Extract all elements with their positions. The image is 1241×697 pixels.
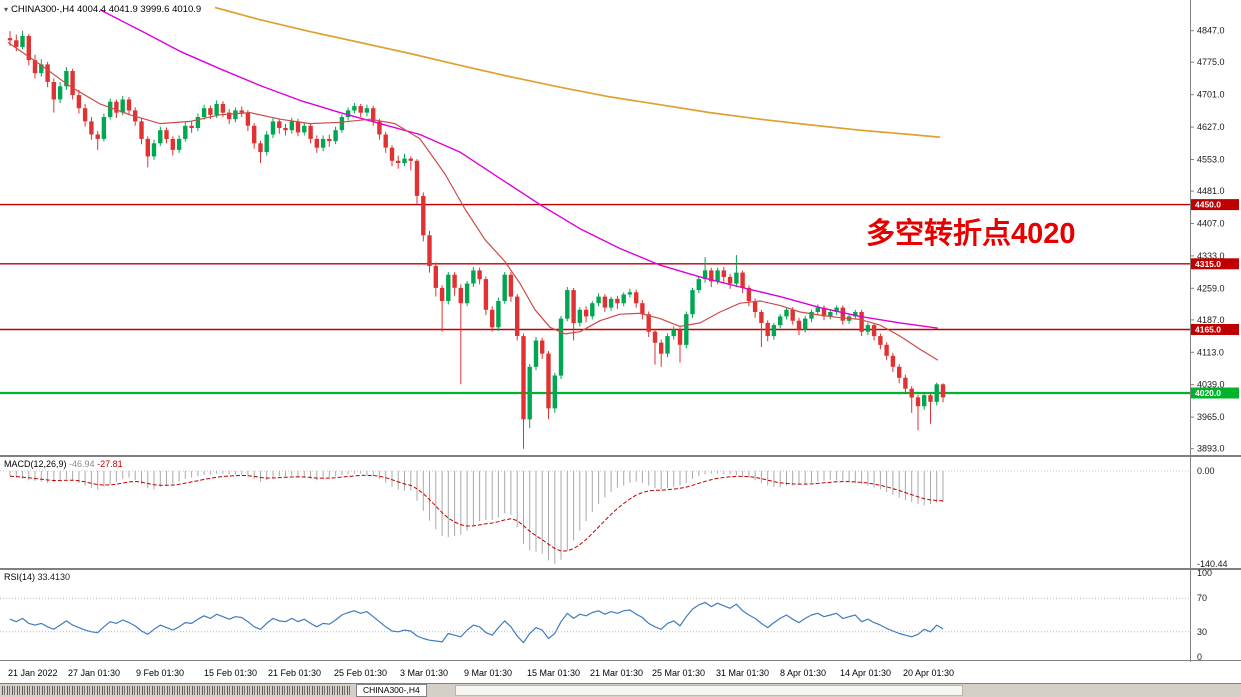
svg-text:4315.0: 4315.0 bbox=[1195, 259, 1221, 269]
ma-slow-line bbox=[99, 9, 939, 329]
svg-text:4701.0: 4701.0 bbox=[1197, 90, 1225, 100]
collapse-arrow-icon[interactable]: ▾ bbox=[4, 5, 9, 14]
macd-name: MACD(12,26,9) bbox=[4, 459, 67, 469]
svg-text:4847.0: 4847.0 bbox=[1197, 26, 1225, 36]
rsi-line bbox=[9, 601, 944, 644]
time-axis-label: 9 Feb 01:30 bbox=[136, 668, 185, 678]
macd-indicator-label: MACD(12,26,9) -46.94 -27.81 bbox=[4, 459, 123, 469]
horizontal-scrollbar-thumb[interactable] bbox=[455, 685, 963, 696]
svg-text:4775.0: 4775.0 bbox=[1197, 57, 1225, 67]
time-axis-label: 21 Feb 01:30 bbox=[268, 668, 322, 678]
background-tabs-cluster[interactable] bbox=[2, 686, 352, 695]
time-axis-label: 15 Feb 01:30 bbox=[204, 668, 258, 678]
macd-signal-line bbox=[9, 474, 944, 552]
svg-text:70: 70 bbox=[1197, 593, 1207, 603]
svg-text:0.00: 0.00 bbox=[1197, 466, 1215, 476]
svg-text:-140.44: -140.44 bbox=[1197, 559, 1228, 569]
svg-text:30: 30 bbox=[1197, 627, 1207, 637]
ma-fast-line bbox=[7, 42, 939, 361]
rsi-name: RSI(14) bbox=[4, 572, 36, 582]
rsi-value: 33.4130 bbox=[37, 572, 71, 582]
chart-ohlc-values: 4004.4 4041.9 3999.6 4010.9 bbox=[77, 4, 202, 15]
macd-panel-canvas[interactable]: 0.00 -140.44 bbox=[0, 456, 1241, 569]
svg-text:4165.0: 4165.0 bbox=[1195, 325, 1221, 335]
chart-ohlc-readout: ▾ CHINA300-,H4 4004.4 4041.9 3999.6 4010.… bbox=[4, 4, 201, 15]
time-axis[interactable]: 21 Jan 2022 27 Jan 01:30 9 Feb 01:30 15 Feb… bbox=[0, 662, 1241, 683]
ma-long-line bbox=[214, 6, 941, 139]
svg-text:0: 0 bbox=[1197, 652, 1202, 662]
time-axis-label: 14 Apr 01:30 bbox=[840, 668, 892, 678]
time-axis-label: 21 Jan 2022 bbox=[8, 668, 58, 678]
tab-china300-h4[interactable]: CHINA300-,H4 bbox=[356, 684, 427, 697]
svg-text:4407.0: 4407.0 bbox=[1197, 219, 1225, 229]
time-axis-label: 25 Feb 01:30 bbox=[334, 668, 388, 678]
svg-text:4113.0: 4113.0 bbox=[1197, 347, 1224, 357]
price-level-tag bbox=[1191, 199, 1239, 211]
time-axis-label: 20 Apr 01:30 bbox=[903, 668, 955, 678]
price-chart-canvas[interactable]: 4847.0 4775.0 4701.0 4627.0 4553.0 4481.0 4407… bbox=[0, 0, 1241, 456]
svg-text:4020.0: 4020.0 bbox=[1195, 388, 1221, 398]
svg-text:4187.0: 4187.0 bbox=[1197, 315, 1225, 325]
svg-text:4553.0: 4553.0 bbox=[1197, 155, 1225, 165]
time-axis-label: 25 Mar 01:30 bbox=[652, 668, 706, 678]
candlesticks bbox=[7, 30, 946, 449]
time-axis-label: 3 Mar 01:30 bbox=[400, 668, 449, 678]
time-axis-label: 31 Mar 01:30 bbox=[716, 668, 770, 678]
window-tab-bar: CHINA300-,H4 bbox=[0, 683, 1241, 697]
rsi-panel-canvas[interactable]: 100 70 30 0 bbox=[0, 569, 1241, 662]
price-level-tag bbox=[1191, 324, 1239, 335]
horizontal-levels[interactable] bbox=[0, 203, 1190, 395]
chart-symbol-period: CHINA300-,H4 bbox=[11, 4, 75, 15]
time-axis-label: 15 Mar 01:30 bbox=[527, 668, 581, 678]
svg-text:3965.0: 3965.0 bbox=[1197, 412, 1225, 422]
price-axis[interactable] bbox=[1190, 0, 1241, 662]
time-axis-label: 21 Mar 01:30 bbox=[590, 668, 644, 678]
svg-text:4039.0: 4039.0 bbox=[1197, 380, 1225, 390]
time-axis-label: 9 Mar 01:30 bbox=[464, 668, 513, 678]
svg-text:3893.0: 3893.0 bbox=[1197, 444, 1225, 454]
price-level-tag bbox=[1191, 387, 1239, 399]
trend-annotation-text[interactable]: 多空转折点4020 bbox=[866, 218, 1076, 250]
macd-main-value: -46.94 bbox=[69, 459, 95, 469]
macd-histogram bbox=[9, 471, 944, 564]
svg-text:4627.0: 4627.0 bbox=[1197, 122, 1225, 132]
svg-text:100: 100 bbox=[1197, 569, 1212, 578]
time-axis-label: 27 Jan 01:30 bbox=[68, 668, 121, 678]
price-level-tag bbox=[1191, 258, 1239, 270]
svg-text:4333.0: 4333.0 bbox=[1197, 251, 1225, 261]
svg-text:4259.0: 4259.0 bbox=[1197, 283, 1225, 293]
svg-text:4481.0: 4481.0 bbox=[1197, 186, 1225, 196]
time-axis-label: 8 Apr 01:30 bbox=[780, 668, 827, 678]
macd-signal-value: -27.81 bbox=[97, 459, 123, 469]
svg-text:4450.0: 4450.0 bbox=[1195, 200, 1221, 210]
rsi-indicator-label: RSI(14) 33.4130 bbox=[4, 572, 70, 582]
price-axis-scale[interactable]: 4847.0 4775.0 4701.0 4627.0 4553.0 4481.0 4407… bbox=[0, 0, 1241, 456]
